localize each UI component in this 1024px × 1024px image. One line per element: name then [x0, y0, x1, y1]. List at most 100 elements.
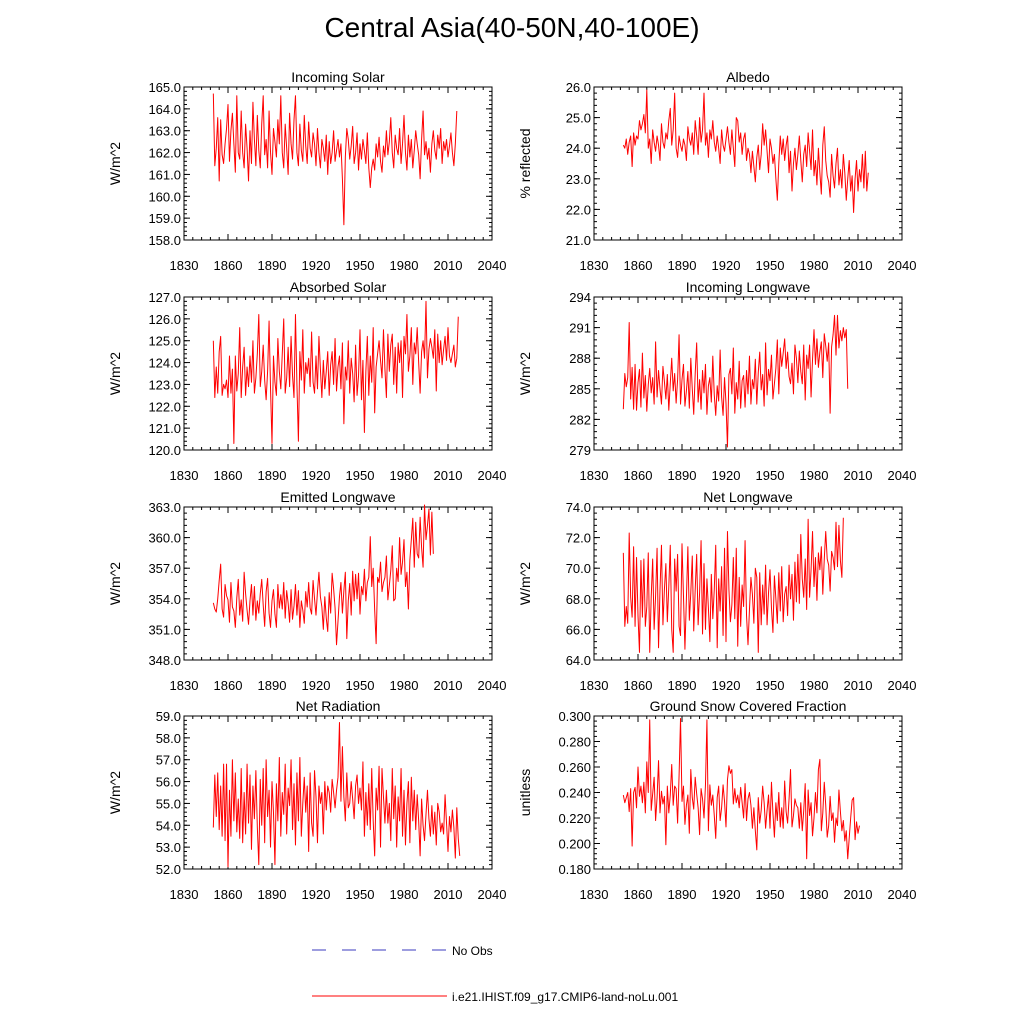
y-tick-label: 22.0 [566, 202, 591, 217]
y-tick-label: 0.180 [558, 862, 591, 877]
y-tick-label: 74.0 [566, 500, 591, 515]
x-tick-label: 1830 [580, 258, 609, 273]
chart-panel: 1830 1860 1890 1920 1950 1980 2010 2040 21.0 22.0… [517, 69, 916, 273]
y-tick-label: 68.0 [566, 592, 591, 607]
x-tick-label: 1920 [302, 887, 331, 902]
x-tick-label: 2010 [844, 468, 873, 483]
panel-title: Incoming Longwave [686, 279, 811, 295]
y-tick-label: 66.0 [566, 622, 591, 637]
chart-panel: 1830 1860 1890 1920 1950 1980 2010 2040 158.0 159… [107, 69, 506, 273]
y-tick-label: 53.0 [156, 840, 181, 855]
series-line [622, 517, 844, 653]
panel-title: Emitted Longwave [280, 489, 395, 505]
y-tick-label: 125.0 [148, 334, 181, 349]
y-tick-label: 122.0 [148, 399, 181, 414]
x-tick-label: 2040 [888, 887, 917, 902]
y-tick-label: 0.300 [558, 709, 591, 724]
y-axis-label: W/m^2 [107, 771, 123, 814]
plot-frame [593, 296, 903, 451]
panel-title: Incoming Solar [291, 69, 385, 85]
y-tick-label: 124.0 [148, 356, 181, 371]
chart-panel: 1830 1860 1890 1920 1950 1980 2010 2040 279 282 28… [517, 279, 916, 483]
x-tick-label: 1980 [800, 258, 829, 273]
x-tick-label: 1830 [580, 887, 609, 902]
x-tick-label: 1920 [302, 468, 331, 483]
series-line [212, 722, 461, 868]
plot-frame [183, 296, 493, 451]
panel-title: Absorbed Solar [290, 279, 387, 295]
plot-frame [593, 86, 903, 241]
y-tick-label: 282 [569, 412, 591, 427]
y-tick-label: 58.0 [156, 731, 181, 746]
x-tick-label: 1830 [580, 468, 609, 483]
series-line [622, 314, 849, 448]
x-tick-label: 1860 [214, 258, 243, 273]
plot-frame [183, 86, 493, 241]
x-tick-label: 1860 [214, 887, 243, 902]
x-tick-label: 1950 [346, 468, 375, 483]
x-tick-label: 1980 [390, 258, 419, 273]
y-tick-label: 162.0 [148, 146, 181, 161]
y-tick-label: 55.0 [156, 796, 181, 811]
chart-panel: 1830 1860 1890 1920 1950 1980 2010 2040 348.0 351… [107, 489, 506, 693]
x-tick-label: 1980 [390, 887, 419, 902]
y-axis-label: W/m^2 [517, 352, 533, 395]
x-tick-label: 2010 [434, 887, 463, 902]
x-tick-label: 2040 [478, 678, 507, 693]
y-axis-label: W/m^2 [107, 562, 123, 605]
x-tick-label: 1950 [756, 258, 785, 273]
y-tick-label: 160.0 [148, 189, 181, 204]
plot-frame [183, 715, 493, 870]
x-tick-label: 1920 [712, 887, 741, 902]
panel-title: Net Radiation [296, 698, 381, 714]
y-tick-label: 161.0 [148, 167, 181, 182]
panel-title: Net Longwave [703, 489, 793, 505]
y-tick-label: 123.0 [148, 377, 181, 392]
x-tick-label: 1860 [624, 258, 653, 273]
x-tick-label: 1950 [756, 468, 785, 483]
x-tick-label: 1890 [668, 258, 697, 273]
y-tick-label: 363.0 [148, 500, 181, 515]
x-tick-label: 1980 [800, 468, 829, 483]
y-tick-label: 0.220 [558, 811, 591, 826]
series-line [622, 718, 860, 860]
y-tick-label: 165.0 [148, 80, 181, 95]
x-tick-label: 2010 [434, 468, 463, 483]
x-tick-label: 1980 [800, 678, 829, 693]
y-tick-label: 279 [569, 443, 591, 458]
y-tick-label: 52.0 [156, 862, 181, 877]
y-tick-label: 288 [569, 351, 591, 366]
x-tick-label: 1860 [624, 678, 653, 693]
chart-panel: 1830 1860 1890 1920 1950 1980 2010 2040 64.0 66.0… [517, 489, 916, 693]
series-line [212, 504, 434, 646]
y-tick-label: 72.0 [566, 531, 591, 546]
y-tick-label: 158.0 [148, 233, 181, 248]
x-tick-label: 1830 [170, 887, 199, 902]
y-tick-label: 163.0 [148, 124, 181, 139]
x-tick-label: 1980 [800, 887, 829, 902]
x-tick-label: 1830 [580, 678, 609, 693]
x-tick-label: 1950 [756, 887, 785, 902]
x-tick-label: 1980 [390, 678, 419, 693]
y-tick-label: 126.0 [148, 312, 181, 327]
y-tick-label: 351.0 [148, 622, 181, 637]
y-tick-label: 294 [569, 290, 591, 305]
chart-panel: 1830 1860 1890 1920 1950 1980 2010 2040 120.0 121… [107, 279, 506, 483]
x-tick-label: 2040 [478, 258, 507, 273]
series-line [622, 89, 869, 213]
y-tick-label: 23.0 [566, 172, 591, 187]
y-tick-label: 21.0 [566, 233, 591, 248]
y-axis-label: W/m^2 [107, 352, 123, 395]
x-tick-label: 1920 [712, 678, 741, 693]
x-tick-label: 1950 [346, 887, 375, 902]
x-tick-label: 1860 [214, 678, 243, 693]
y-tick-label: 0.260 [558, 760, 591, 775]
series-line [212, 93, 458, 226]
y-tick-label: 0.200 [558, 837, 591, 852]
y-tick-label: 56.0 [156, 775, 181, 790]
y-tick-label: 0.240 [558, 786, 591, 801]
y-axis-label: W/m^2 [517, 562, 533, 605]
x-tick-label: 1830 [170, 468, 199, 483]
